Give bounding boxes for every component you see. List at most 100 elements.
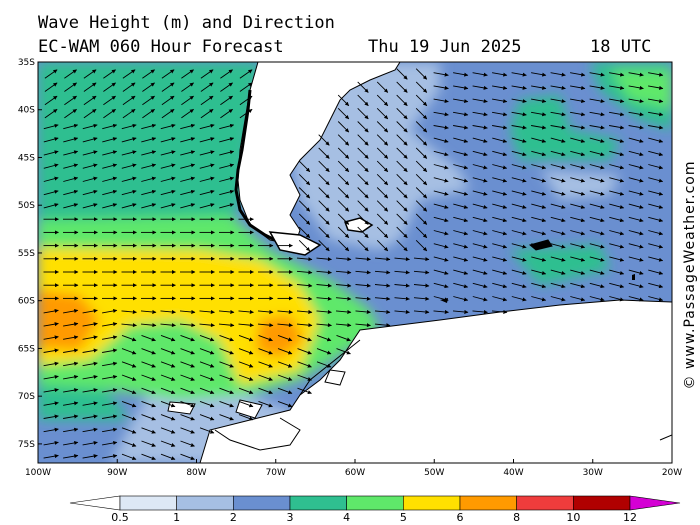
wave-direction-arrow xyxy=(238,334,254,342)
wave-direction-arrow xyxy=(63,414,79,419)
wave-direction-arrow xyxy=(550,85,566,90)
wave-direction-arrow xyxy=(141,348,156,355)
wave-direction-arrow xyxy=(83,69,97,79)
wave-direction-arrow xyxy=(316,257,332,262)
wave-direction-arrow xyxy=(511,177,527,183)
wave-direction-arrow xyxy=(511,203,527,209)
wave-direction-arrow xyxy=(336,348,351,355)
wave-direction-arrow xyxy=(63,176,79,182)
wave-direction-arrow xyxy=(511,269,527,275)
wave-direction-arrow xyxy=(82,123,98,130)
wave-direction-arrow xyxy=(298,187,311,199)
wave-direction-arrow xyxy=(648,150,664,157)
wave-direction-arrow xyxy=(121,309,137,314)
wave-direction-arrow xyxy=(83,95,97,106)
wave-direction-arrow xyxy=(316,309,332,314)
wave-direction-arrow xyxy=(394,309,410,314)
wave-direction-arrow xyxy=(511,296,527,302)
wave-direction-arrow xyxy=(239,69,253,79)
wave-direction-arrow xyxy=(550,230,566,236)
wave-direction-arrow xyxy=(181,69,194,79)
wave-direction-arrow xyxy=(396,81,408,93)
wave-direction-arrow xyxy=(609,177,625,183)
wave-direction-arrow xyxy=(239,108,253,119)
wave-direction-arrow xyxy=(589,256,605,262)
wave-direction-arrow xyxy=(141,414,156,421)
wave-direction-arrow xyxy=(121,387,137,395)
colorbar-segment xyxy=(176,495,234,511)
latitude-label: 55S xyxy=(18,249,35,259)
wave-direction-arrow xyxy=(511,282,527,289)
wave-direction-arrow xyxy=(297,361,312,368)
wave-direction-arrow xyxy=(141,361,156,368)
wave-direction-arrow xyxy=(102,163,118,169)
wave-direction-arrow xyxy=(296,270,313,275)
wave-direction-arrow xyxy=(376,200,389,212)
wave-direction-arrow xyxy=(453,85,469,90)
wave-direction-arrow xyxy=(297,348,312,355)
wave-direction-arrow xyxy=(570,256,586,262)
wave-direction-arrow xyxy=(220,108,233,119)
wave-direction-arrow xyxy=(609,230,625,236)
wave-direction-arrow xyxy=(102,388,118,393)
wave-direction-arrow xyxy=(102,123,118,130)
wave-direction-arrow xyxy=(648,203,664,209)
longitude-axis: 100W 90W 80W 70W 60W 50W 40W 30W 20W xyxy=(25,459,682,478)
wave-direction-arrow xyxy=(318,200,330,212)
colorbar-label: 2 xyxy=(230,511,237,524)
wave-direction-arrow xyxy=(82,454,98,459)
wave-direction-arrow xyxy=(357,134,369,146)
wave-direction-arrow xyxy=(453,164,469,170)
wave-direction-arrow xyxy=(142,108,155,119)
wave-direction-arrow xyxy=(122,108,136,119)
wave-direction-arrow xyxy=(337,239,350,252)
wave-direction-arrow xyxy=(258,374,273,381)
colorbar-segment xyxy=(459,495,517,511)
wave-direction-arrow xyxy=(160,176,176,182)
wave-direction-arrow xyxy=(161,108,175,119)
forecast-time: 18 UTC xyxy=(590,37,652,57)
wave-direction-arrow xyxy=(433,137,449,143)
wave-direction-arrow xyxy=(472,177,488,183)
colorbar-segment xyxy=(289,495,347,511)
wave-direction-arrow xyxy=(337,200,350,212)
wave-direction-arrow xyxy=(492,137,508,143)
wave-direction-arrow xyxy=(258,400,273,408)
wave-direction-arrow xyxy=(472,98,488,104)
wave-direction-arrow xyxy=(648,111,664,117)
wave-direction-arrow xyxy=(433,190,449,196)
wave-direction-arrow xyxy=(64,82,77,92)
wave-direction-arrow xyxy=(337,160,350,173)
wave-direction-arrow xyxy=(43,427,59,433)
wave-direction-arrow xyxy=(589,164,605,170)
wave-direction-arrow xyxy=(160,414,176,421)
wave-direction-arrow xyxy=(589,125,605,130)
wave-direction-arrow xyxy=(433,72,449,77)
wave-direction-arrow xyxy=(43,189,59,196)
wave-direction-arrow xyxy=(415,213,428,225)
wave-direction-arrow xyxy=(453,269,469,275)
wave-field-6-8m xyxy=(38,290,100,350)
wave-direction-arrow xyxy=(180,203,196,209)
wave-direction-arrow xyxy=(63,308,79,314)
colorbar-segment xyxy=(403,495,461,511)
wave-direction-arrow xyxy=(277,348,293,355)
wave-direction-arrow xyxy=(589,296,605,302)
wave-direction-arrow xyxy=(374,323,391,328)
wave-direction-arrow xyxy=(648,125,664,130)
wave-direction-arrow xyxy=(337,121,350,133)
wave-direction-arrow xyxy=(219,400,234,408)
wave-direction-arrow xyxy=(43,374,59,380)
wave-direction-arrow xyxy=(63,374,79,380)
wave-direction-arrow xyxy=(453,72,469,77)
wave-direction-arrow xyxy=(318,239,330,252)
wave-direction-arrow xyxy=(570,269,586,275)
wave-direction-arrow xyxy=(531,282,547,289)
wave-direction-arrow xyxy=(277,387,293,395)
wave-direction-arrow xyxy=(102,189,118,196)
wave-direction-arrow xyxy=(316,283,332,288)
wave-direction-arrow xyxy=(396,147,408,159)
wave-direction-arrow xyxy=(179,309,196,314)
wave-direction-arrow xyxy=(357,94,369,107)
wave-direction-arrow xyxy=(570,85,586,90)
